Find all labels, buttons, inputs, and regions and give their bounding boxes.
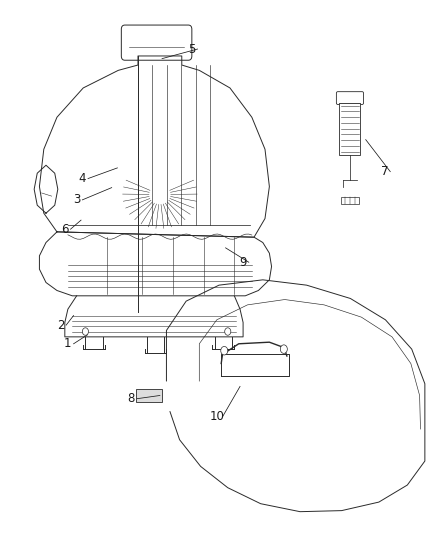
Text: 3: 3	[73, 193, 80, 206]
Circle shape	[280, 345, 287, 353]
Text: 9: 9	[239, 256, 247, 269]
Text: 6: 6	[61, 223, 69, 236]
Bar	[136, 389, 162, 402]
Text: 1: 1	[64, 337, 72, 350]
Text: 5: 5	[188, 43, 195, 55]
Circle shape	[225, 328, 231, 335]
FancyBboxPatch shape	[121, 25, 192, 60]
Bar	[339, 103, 360, 155]
Text: 7: 7	[381, 165, 389, 178]
Text: 2: 2	[57, 319, 64, 332]
Text: 10: 10	[209, 410, 224, 423]
Text: 4: 4	[78, 172, 86, 185]
Bar	[341, 197, 359, 204]
Text: 8: 8	[128, 392, 135, 405]
Circle shape	[221, 346, 228, 355]
FancyBboxPatch shape	[336, 92, 364, 104]
Circle shape	[82, 328, 88, 335]
